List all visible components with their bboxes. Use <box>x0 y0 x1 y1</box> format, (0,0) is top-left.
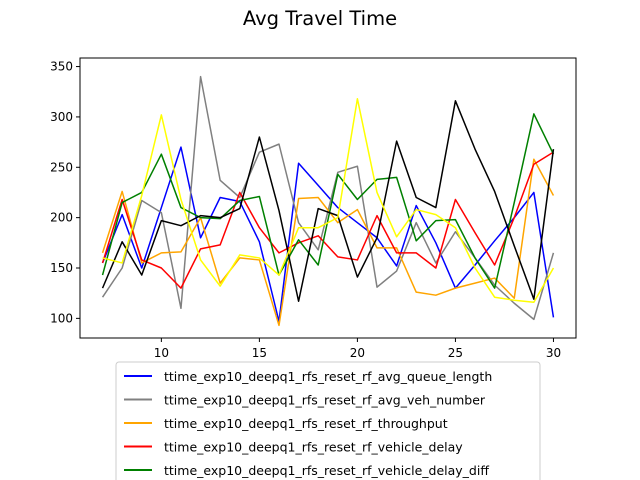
x-axis: 10 15 20 25 30 <box>154 338 561 360</box>
series-line-5 <box>101 113 555 289</box>
y-tick-label: 100 <box>50 311 73 325</box>
y-tick-label: 300 <box>50 110 73 124</box>
series-line-6 <box>101 100 555 302</box>
legend-label: ttime_exp10_deepq1_rfs_reset_rf_throughp… <box>164 416 448 431</box>
x-tick-label: 25 <box>448 346 463 360</box>
x-tick-label: 20 <box>350 346 365 360</box>
x-tick-label: 10 <box>154 346 169 360</box>
plot-frame <box>79 57 577 339</box>
x-tick-label: 15 <box>252 346 267 360</box>
y-axis: 100 150 200 250 300 350 <box>50 60 80 325</box>
y-tick-label: 200 <box>50 211 73 225</box>
legend-label: ttime_exp10_deepq1_rfs_reset_rf_avg_queu… <box>164 369 492 384</box>
series-line-7 <box>102 98 555 303</box>
plot-lines <box>101 75 555 327</box>
series-line-4 <box>101 151 554 289</box>
y-tick-label: 350 <box>50 60 73 74</box>
chart-title: Avg Travel Time <box>243 7 397 30</box>
series-line-1 <box>101 146 555 323</box>
legend: ttime_exp10_deepq1_rfs_reset_rf_avg_queu… <box>115 361 541 480</box>
legend-label: ttime_exp10_deepq1_rfs_reset_rf_avg_veh_… <box>164 393 486 408</box>
y-tick-label: 250 <box>50 160 73 174</box>
legend-box <box>115 361 541 480</box>
legend-label: ttime_exp10_deepq1_rfs_reset_rf_vehicle_… <box>164 463 489 478</box>
x-tick-label: 30 <box>546 346 561 360</box>
y-tick-label: 150 <box>50 261 73 275</box>
series-line-3 <box>101 158 555 327</box>
legend-label: ttime_exp10_deepq1_rfs_reset_rf_vehicle_… <box>164 440 463 455</box>
